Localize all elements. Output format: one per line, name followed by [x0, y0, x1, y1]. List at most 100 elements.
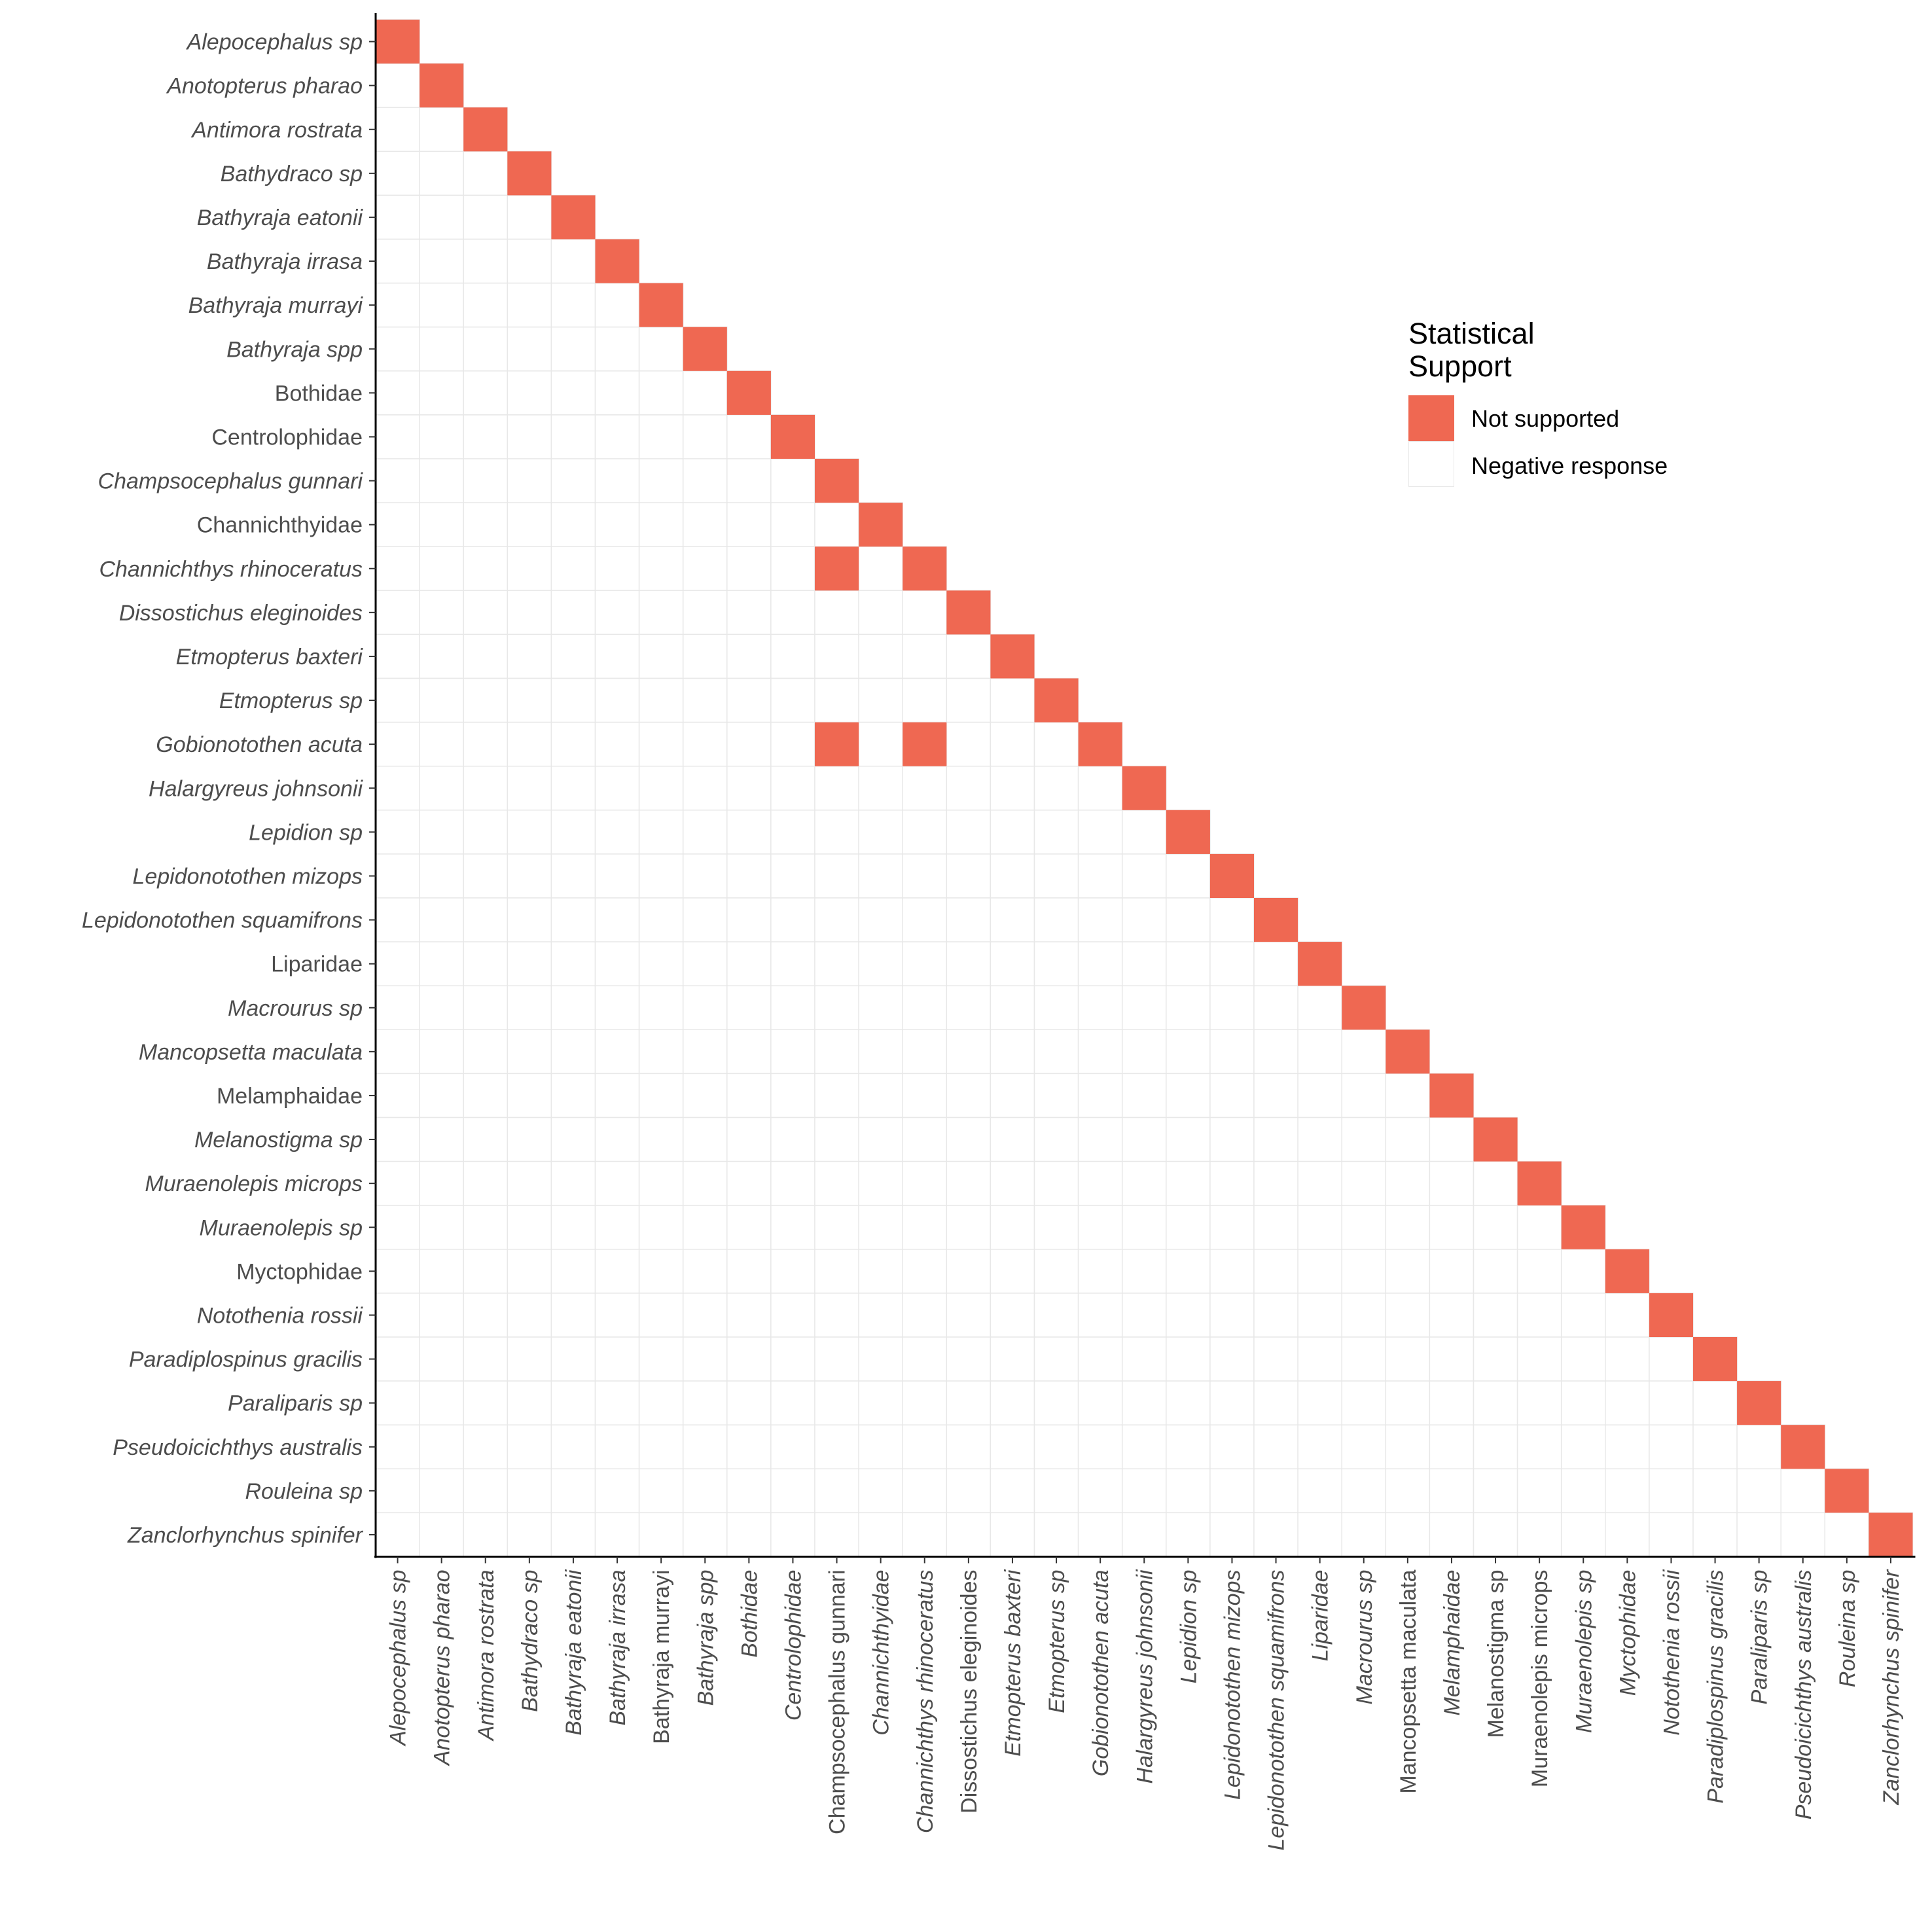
- heatmap-cell-negative: [770, 1512, 815, 1558]
- heatmap-cell-negative: [1209, 1293, 1255, 1338]
- heatmap-cell-negative: [507, 634, 552, 679]
- heatmap-cell-negative: [1077, 1073, 1123, 1118]
- heatmap-cell-negative: [550, 897, 596, 942]
- heatmap-cell-negative: [507, 1336, 552, 1382]
- y-tick-label: Muraenolepis sp: [200, 1215, 363, 1240]
- heatmap-cell-negative: [550, 546, 596, 592]
- heatmap-cell-negative: [419, 326, 464, 372]
- heatmap-cell-negative: [858, 853, 903, 899]
- heatmap-cell-negative: [375, 238, 420, 284]
- y-tick-label: Bathyraja murrayi: [188, 293, 364, 318]
- heatmap-cell-negative: [1077, 853, 1123, 899]
- heatmap-cell-negative: [814, 1424, 859, 1470]
- heatmap-cell-negative: [858, 985, 903, 1031]
- heatmap-cell-not-supported: [1078, 722, 1122, 766]
- heatmap-cell-negative: [1341, 1073, 1387, 1118]
- heatmap-cell-negative: [902, 590, 948, 635]
- heatmap-cell-negative: [638, 765, 684, 811]
- heatmap-cell-not-supported: [1517, 1161, 1562, 1206]
- heatmap-cell-negative: [858, 1160, 903, 1206]
- heatmap-cell-negative: [1473, 1204, 1518, 1250]
- heatmap-cell-not-supported: [595, 239, 639, 283]
- heatmap-cell-negative: [1033, 1380, 1079, 1425]
- heatmap-cell-negative: [550, 721, 596, 767]
- heatmap-cell-negative: [1385, 1293, 1431, 1338]
- heatmap-cell-negative: [419, 810, 464, 855]
- heatmap-cell-negative: [1166, 1204, 1211, 1250]
- heatmap-cell-negative: [594, 546, 640, 592]
- heatmap-cell-negative: [726, 810, 772, 855]
- heatmap-cell-negative: [419, 985, 464, 1031]
- heatmap-cell-negative: [726, 1204, 772, 1250]
- heatmap-cell-negative: [858, 1380, 903, 1425]
- heatmap-cell-negative: [726, 546, 772, 592]
- heatmap-cell-negative: [507, 1117, 552, 1162]
- heatmap-cell-negative: [682, 370, 728, 416]
- heatmap-cell-negative: [419, 634, 464, 679]
- heatmap-cell-negative: [1429, 1117, 1475, 1162]
- heatmap-cell-negative: [375, 1468, 420, 1514]
- heatmap-cell-negative: [946, 1073, 992, 1118]
- x-tick-label: Bothidae: [737, 1570, 762, 1658]
- heatmap-cell-negative: [419, 151, 464, 196]
- heatmap-cell-not-supported: [1034, 678, 1079, 723]
- heatmap-cell-negative: [419, 1117, 464, 1162]
- heatmap-cell-negative: [419, 107, 464, 152]
- heatmap-cell-negative: [1121, 941, 1167, 986]
- heatmap-cell-negative: [902, 1117, 948, 1162]
- x-tick-label: Dissostichus eleginoides: [957, 1570, 982, 1814]
- heatmap-cell-negative: [1121, 1380, 1167, 1425]
- heatmap-cell-negative: [419, 1073, 464, 1118]
- heatmap-cell-negative: [594, 1293, 640, 1338]
- heatmap-cell-negative: [375, 853, 420, 899]
- heatmap-cell-negative: [594, 282, 640, 328]
- heatmap-cell-negative: [550, 810, 596, 855]
- heatmap-cell-negative: [507, 546, 552, 592]
- heatmap-cell-negative: [1692, 1380, 1738, 1425]
- heatmap-cell-negative: [375, 502, 420, 547]
- heatmap-cell-negative: [1341, 1249, 1387, 1294]
- heatmap-cell-negative: [1077, 1512, 1123, 1558]
- heatmap-cell-negative: [507, 853, 552, 899]
- heatmap-cell-negative: [375, 1073, 420, 1118]
- heatmap-cell-negative: [990, 721, 1035, 767]
- heatmap-cell-negative: [1121, 1249, 1167, 1294]
- heatmap-cell-not-supported: [1386, 1029, 1430, 1074]
- heatmap-cell-negative: [726, 1424, 772, 1470]
- x-tick-label: Channichthys rhinoceratus: [913, 1570, 938, 1834]
- heatmap-cell-negative: [638, 1293, 684, 1338]
- heatmap-cell-negative: [638, 897, 684, 942]
- y-tick-label: Pseudoicichthys australis: [113, 1435, 363, 1460]
- heatmap-cell-negative: [550, 458, 596, 503]
- y-tick-label: Champsocephalus gunnari: [98, 469, 364, 494]
- heatmap-cell-negative: [1516, 1468, 1562, 1514]
- heatmap-cell-negative: [858, 721, 903, 767]
- heatmap-cell-negative: [858, 1249, 903, 1294]
- heatmap-cell-negative: [1077, 1117, 1123, 1162]
- heatmap-cell-negative: [463, 1073, 509, 1118]
- heatmap-cell-negative: [946, 765, 992, 811]
- heatmap-cell-negative: [1341, 1336, 1387, 1382]
- heatmap-cell-negative: [419, 1424, 464, 1470]
- heatmap-cell-negative: [1166, 1336, 1211, 1382]
- heatmap-cell-negative: [946, 1512, 992, 1558]
- heatmap-cell-negative: [1077, 1380, 1123, 1425]
- heatmap-cell-negative: [1560, 1468, 1606, 1514]
- heatmap-cell-negative: [507, 414, 552, 459]
- heatmap-cell-negative: [1033, 897, 1079, 942]
- heatmap-cell-negative: [1692, 1468, 1738, 1514]
- heatmap-cell-not-supported: [1122, 766, 1166, 810]
- x-tick-label: Alepocephalus sp: [386, 1570, 411, 1747]
- heatmap-cell-not-supported: [946, 590, 991, 635]
- heatmap-cell-negative: [375, 810, 420, 855]
- heatmap-cell-negative: [638, 677, 684, 723]
- heatmap-cell-negative: [463, 853, 509, 899]
- heatmap-cell-negative: [682, 721, 728, 767]
- heatmap-cell-negative: [726, 853, 772, 899]
- heatmap-cell-negative: [726, 1249, 772, 1294]
- heatmap-cell-negative: [594, 1160, 640, 1206]
- heatmap-cell-negative: [463, 458, 509, 503]
- heatmap-cell-negative: [1736, 1512, 1781, 1558]
- x-tick-label: Paraliparis sp: [1747, 1570, 1772, 1705]
